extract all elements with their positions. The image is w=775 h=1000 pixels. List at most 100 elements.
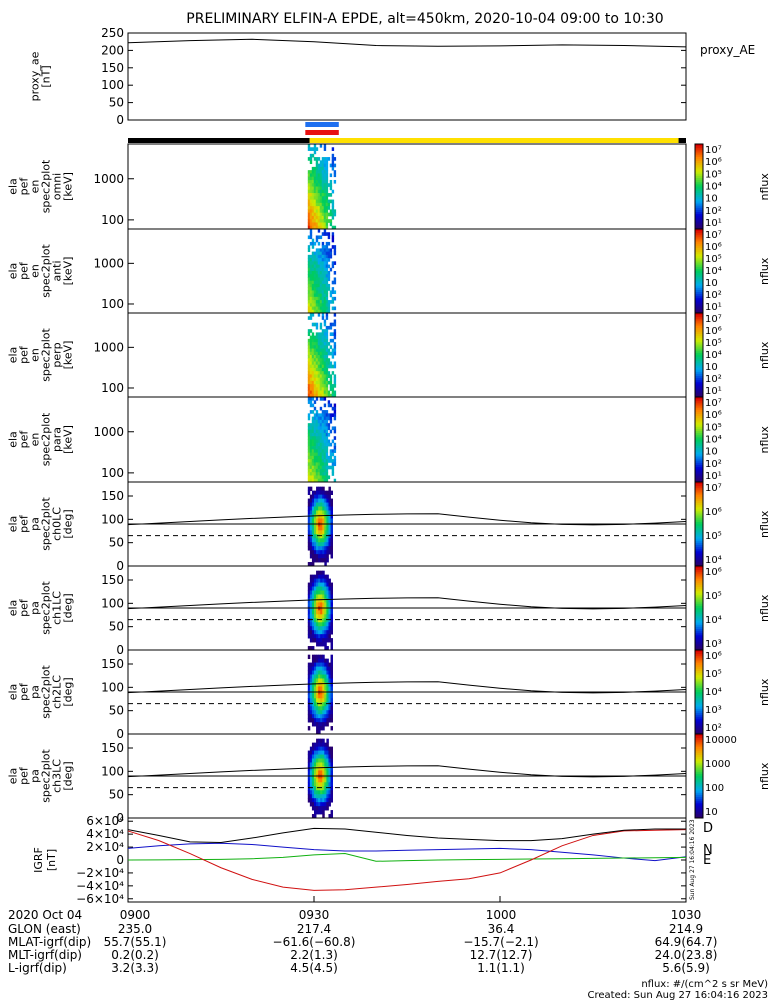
- heatmap-3-cell: [332, 339, 334, 343]
- panel-1-ytick-label: 1000: [93, 172, 124, 186]
- proxy-ae-ylabel: [nT]: [40, 65, 53, 87]
- colorbar-1-tick-label: 10¹: [705, 218, 722, 229]
- heatmap-1-cell: [326, 209, 328, 213]
- heatmap-6-cell: [331, 638, 333, 642]
- heatmap-3-cell: [334, 332, 336, 336]
- heatmap-2-cell: [334, 261, 336, 265]
- heatmap-7-cell: [322, 655, 324, 659]
- heatmap-4-cell: [326, 436, 328, 440]
- heatmap-7-cell: [322, 726, 324, 730]
- heatmap-3-cell: [312, 313, 314, 317]
- heatmap-6-cell: [331, 591, 333, 595]
- colorbar-3-tick-label: 10²: [705, 374, 722, 385]
- heatmap-4-cell: [334, 449, 336, 453]
- heatmap-5-cell: [331, 530, 333, 534]
- heatmap-1-cell: [334, 157, 336, 161]
- heatmap-5-cell: [331, 550, 333, 554]
- heatmap-1-cell: [318, 157, 320, 161]
- colorbar-5-tick-label: 10⁷: [705, 483, 722, 494]
- colorbar-4-label: nflux: [758, 426, 771, 454]
- heatmap-3-cell: [322, 313, 324, 317]
- heatmap-1-cell: [326, 216, 328, 220]
- heatmap-7-cell: [331, 663, 333, 667]
- panel-4-ytick-label: 100: [101, 466, 124, 480]
- heatmap-4-cell: [328, 433, 330, 437]
- heatmap-3-cell: [334, 349, 336, 353]
- heatmap-2-cell: [324, 229, 326, 233]
- heatmap-7-cell: [331, 726, 333, 730]
- heatmap-1-cell: [326, 167, 328, 171]
- heatmap-3-cell: [330, 345, 332, 349]
- heatmap-1-cell: [332, 167, 334, 171]
- heatmap-1-cell: [328, 203, 330, 207]
- heatmap-4-cell: [334, 462, 336, 466]
- heatmap-3-cell: [334, 378, 336, 382]
- heatmap-4-cell: [330, 404, 332, 408]
- heatmap-1-cell: [330, 222, 332, 226]
- heatmap-6-cell: [322, 571, 324, 575]
- status-bar-yellow: [310, 138, 679, 143]
- footer-row-1-value-2: 36.4: [488, 922, 515, 936]
- footer-row-3-value-2: 12.7(12.7): [470, 948, 533, 962]
- heatmap-2-cell: [308, 248, 310, 252]
- heatmap-1-cell: [332, 206, 334, 210]
- heatmap-1-cell: [330, 183, 332, 187]
- heatmap-7-cell: [331, 671, 333, 675]
- heatmap-8-cell: [331, 786, 333, 790]
- heatmap-1-cell: [334, 213, 336, 217]
- colorbar-1-tick-label: 10⁶: [705, 157, 722, 168]
- heatmap-5-cell: [331, 522, 333, 526]
- colorbar-3-tick-label: 10⁳: [705, 362, 718, 373]
- colorbar-4-tick-label: 10⁴: [705, 435, 722, 446]
- heatmap-1-cell: [310, 157, 312, 161]
- colorbar-4-tick-label: 10²: [705, 459, 722, 470]
- heatmap-2-cell: [334, 245, 336, 249]
- panel-1-frame: [128, 144, 686, 229]
- heatmap-4-cell: [334, 413, 336, 417]
- heatmap-1-cell: [328, 157, 330, 161]
- heatmap-4-cell: [324, 404, 326, 408]
- panel-9-ytick-label: 6×10⁴: [86, 814, 124, 828]
- heatmap-6-cell: [331, 602, 333, 606]
- igrf-ylabel: IGRF: [32, 847, 45, 873]
- heatmap-2-cell: [326, 261, 328, 265]
- heatmap-3-cell: [326, 368, 328, 372]
- heatmap-4-cell: [330, 420, 332, 424]
- heatmap-8-cell: [331, 770, 333, 774]
- heatmap-1-cell: [330, 219, 332, 223]
- heatmap-2-cell: [310, 235, 312, 239]
- colorbar-1-tick-label: 10⁳: [705, 194, 718, 205]
- heatmap-4-cell: [326, 472, 328, 476]
- heatmap-1-cell: [332, 160, 334, 164]
- science-zone-blue: [305, 122, 338, 127]
- heatmap-8-cell: [331, 798, 333, 802]
- heatmap-1-cell: [326, 160, 328, 164]
- heatmap-3-cell: [310, 316, 312, 320]
- heatmap-4-cell: [328, 475, 330, 479]
- panel-5-ytick-label: 50: [109, 536, 124, 550]
- heatmap-4-cell: [312, 397, 314, 401]
- status-bar-black: [128, 138, 310, 143]
- heatmap-4-cell: [328, 423, 330, 427]
- footer-row-1-label: GLON (east): [8, 922, 81, 936]
- heatmap-1-cell: [334, 180, 336, 184]
- panel-8-loss-cone: [128, 766, 686, 777]
- panel-0-ytick-label: 50: [109, 96, 124, 110]
- colorbar-8-tick-label: 10: [705, 807, 718, 818]
- heatmap-5-cell: [331, 546, 333, 550]
- panel-4-ytick-label: 1000: [93, 425, 124, 439]
- heatmap-8-cell: [331, 794, 333, 798]
- heatmap-2-cell: [332, 235, 334, 239]
- footer-row-0-label: 2020 Oct 04: [8, 908, 82, 922]
- heatmap-3-cell: [316, 326, 318, 330]
- heatmap-6-cell: [324, 642, 326, 646]
- heatmap-1-cell: [332, 203, 334, 207]
- heatmap-6-cell: [328, 579, 330, 583]
- colorbar-4-tick-label: 10⁶: [705, 410, 722, 421]
- proxy-ae-legend: proxy_AE: [700, 43, 755, 57]
- heatmap-2-cell: [334, 307, 336, 311]
- footer-row-3-label: MLT-igrf(dip): [8, 948, 82, 962]
- heatmap-2-cell: [326, 297, 328, 301]
- heatmap-1-cell: [334, 209, 336, 213]
- heatmap-3-cell: [334, 384, 336, 388]
